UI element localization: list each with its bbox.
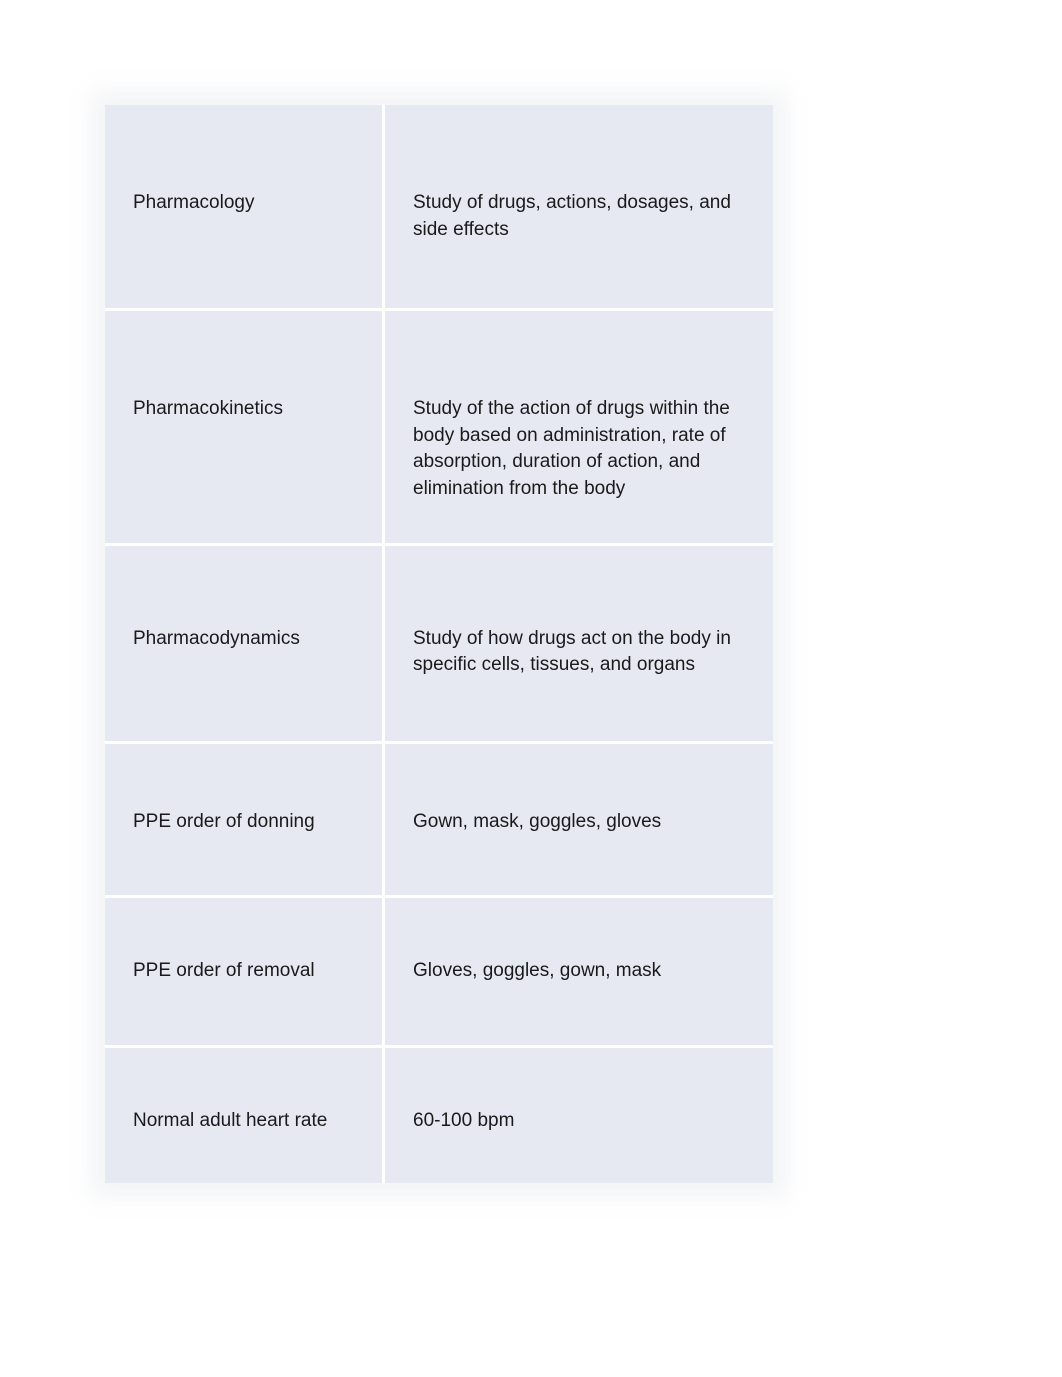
definition-cell: Study of the action of drugs within the … [385, 311, 773, 542]
definition-cell: Study of drugs, actions, dosages, and si… [385, 105, 773, 308]
definition-text: 60-100 bpm [413, 1108, 514, 1135]
term-text: Normal adult heart rate [133, 1108, 327, 1135]
term-text: Pharmacokinetics [133, 396, 283, 423]
term-cell: Pharmacology [105, 105, 382, 308]
definition-text: Study of drugs, actions, dosages, and si… [413, 190, 745, 243]
definition-text: Gloves, goggles, gown, mask [413, 958, 661, 985]
table-row: PPE order of removal Gloves, goggles, go… [105, 898, 773, 1045]
table-row: Normal adult heart rate 60-100 bpm [105, 1048, 773, 1183]
definition-text: Study of the action of drugs within the … [413, 396, 745, 502]
table-row: Pharmacology Study of drugs, actions, do… [105, 105, 773, 308]
definition-cell: 60-100 bpm [385, 1048, 773, 1183]
term-text: PPE order of donning [133, 809, 315, 836]
term-cell: Pharmacodynamics [105, 546, 382, 741]
term-cell: Normal adult heart rate [105, 1048, 382, 1183]
table-row: Pharmacokinetics Study of the action of … [105, 311, 773, 542]
table-row: Pharmacodynamics Study of how drugs act … [105, 546, 773, 741]
term-cell: PPE order of donning [105, 744, 382, 896]
definition-cell: Study of how drugs act on the body in sp… [385, 546, 773, 741]
table-row: PPE order of donning Gown, mask, goggles… [105, 744, 773, 896]
flashcard-table: Pharmacology Study of drugs, actions, do… [105, 105, 773, 1183]
term-text: PPE order of removal [133, 958, 315, 985]
term-cell: Pharmacokinetics [105, 311, 382, 542]
definition-cell: Gown, mask, goggles, gloves [385, 744, 773, 896]
definition-cell: Gloves, goggles, gown, mask [385, 898, 773, 1045]
term-text: Pharmacodynamics [133, 626, 300, 653]
definition-text: Gown, mask, goggles, gloves [413, 809, 661, 836]
definition-text: Study of how drugs act on the body in sp… [413, 626, 745, 679]
term-cell: PPE order of removal [105, 898, 382, 1045]
term-text: Pharmacology [133, 190, 254, 217]
